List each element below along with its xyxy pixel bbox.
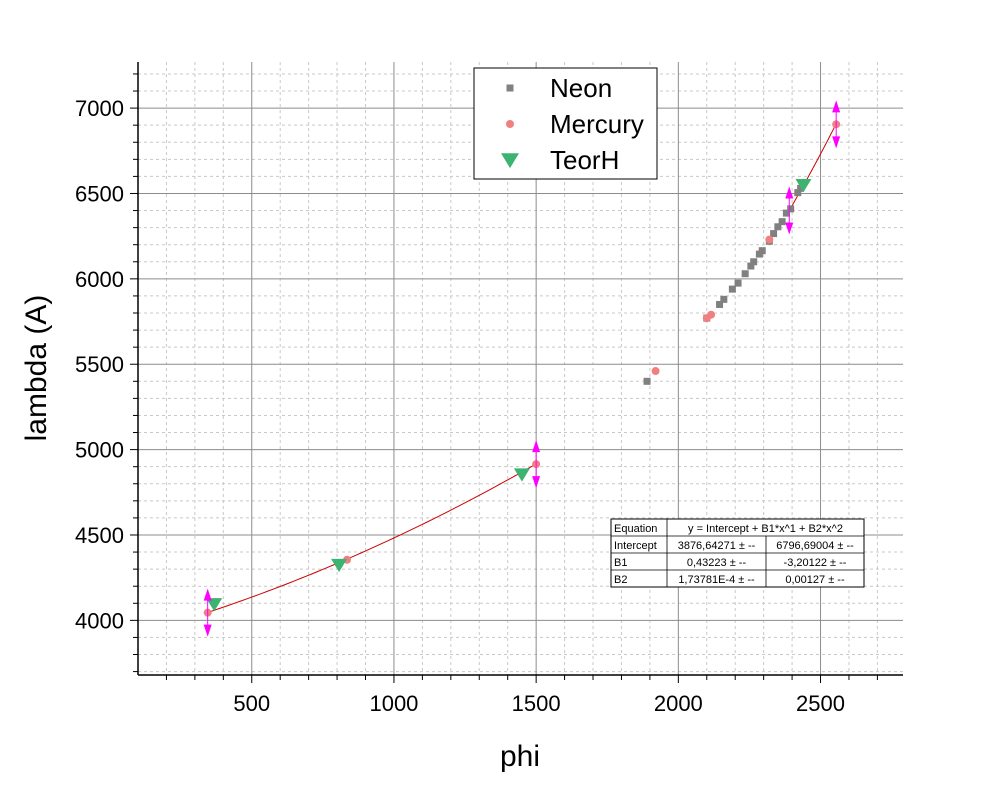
legend-marker-neon <box>506 84 514 92</box>
legend-label-teorh: TeorH <box>550 145 619 175</box>
error-bar-down-arrow <box>832 136 841 149</box>
x-axis-title: phi <box>500 740 540 773</box>
x-tick-label: 1500 <box>512 691 561 716</box>
legend-marker-teorh <box>501 153 519 169</box>
data-point-neon <box>734 279 742 287</box>
y-tick-label: 4000 <box>75 608 124 633</box>
error-bar-up-arrow <box>832 100 841 113</box>
data-point-neon <box>728 285 736 293</box>
fit-lines <box>207 123 837 613</box>
data-point-teorh <box>331 558 348 573</box>
data-point-teorh <box>513 468 530 482</box>
data-point-mercury <box>651 367 660 376</box>
data-point-mercury <box>765 235 774 244</box>
y-tick-label: 4500 <box>75 523 124 548</box>
legend-box <box>473 67 658 180</box>
ticks: 500 1000 1500 2000 2500 4000 4500 5000 5500 6000 6… <box>75 73 878 716</box>
error-bar-down-arrow <box>532 476 541 489</box>
error-bar <box>785 186 794 235</box>
y-tick-label: 7000 <box>75 96 124 121</box>
data-point-neon <box>778 218 786 226</box>
data-point-neon <box>750 258 758 266</box>
error-bar-down-arrow <box>203 624 212 637</box>
fit-table-cell: 0,00127 ± -- <box>785 574 845 586</box>
x-tick-label: 2500 <box>796 691 845 716</box>
error-bar <box>203 588 212 637</box>
fit-table-cell: B1 <box>614 557 627 569</box>
data-point-teorh <box>795 178 812 193</box>
error-bar-up-arrow <box>785 186 794 199</box>
error-bar-up-arrow <box>532 440 541 453</box>
data-point-neon <box>747 262 755 270</box>
fit-table-cell: 1,73781E-4 ± -- <box>678 574 755 586</box>
fit-table-cell: y = Intercept + B1*x^1 + B2*x^2 <box>688 523 843 535</box>
data-point-neon <box>787 205 795 213</box>
x-tick-label: 1000 <box>369 691 418 716</box>
x-tick-label: 500 <box>233 691 270 716</box>
data-point-neon <box>774 223 782 231</box>
data-point-neon <box>643 377 651 385</box>
data-point-neon <box>758 247 766 255</box>
axes <box>137 62 903 676</box>
error-marks <box>203 100 841 637</box>
legend-label-neon: Neon <box>550 73 612 103</box>
legend-marker-mercury <box>506 120 514 128</box>
fit-table-cell: Equation <box>614 523 657 535</box>
data-point-neon <box>741 270 749 278</box>
error-bar-up-arrow <box>203 588 212 601</box>
fit-table: Equation y = Intercept + B1*x^1 + B2*x^2 I… <box>610 518 865 588</box>
data-point-neon <box>770 230 778 238</box>
fit-table-cell: -3,20122 ± -- <box>784 557 847 569</box>
y-tick-label: 6000 <box>75 267 124 292</box>
error-bar-down-arrow <box>785 222 794 235</box>
x-tick-label: 2000 <box>654 691 703 716</box>
error-bar <box>532 440 541 489</box>
fit-curve <box>785 123 837 216</box>
y-axis-title: lambda (A) <box>20 295 53 442</box>
data-point-neon <box>720 295 728 303</box>
data-point-neon <box>794 189 802 197</box>
data-point-neon <box>797 184 805 192</box>
fit-table-cell: Intercept <box>614 540 657 552</box>
fit-table-cell: 6796,69004 ± -- <box>776 540 854 552</box>
fit-curve <box>207 463 537 613</box>
fit-table-cell: 0,43223 ± -- <box>687 557 747 569</box>
data-point-mercury <box>707 310 716 319</box>
error-bar <box>832 100 841 149</box>
data-point-neon <box>782 209 790 217</box>
fit-table-cell: 3876,64271 ± -- <box>678 540 756 552</box>
legend-label-mercury: Mercury <box>550 109 644 139</box>
fit-table-cell: B2 <box>614 574 627 586</box>
y-tick-label: 5000 <box>75 438 124 463</box>
y-tick-label: 6500 <box>75 181 124 206</box>
data-point-teorh <box>206 598 223 612</box>
major-grid <box>138 62 903 675</box>
data-point-neon <box>716 300 724 308</box>
data-marks <box>203 120 841 617</box>
y-tick-label: 5500 <box>75 352 124 377</box>
legend: Neon Mercury TeorH <box>473 67 658 180</box>
